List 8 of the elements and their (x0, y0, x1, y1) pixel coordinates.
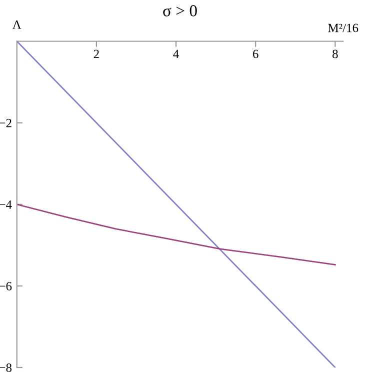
x-tick-label: 6 (253, 50, 258, 58)
chart-title: σ > 0 (163, 5, 197, 16)
x-tick-label: 4 (173, 50, 179, 58)
line-series (16, 204, 336, 266)
x-axis-title: M²/16 (328, 24, 358, 32)
x-tick-label: 8 (332, 50, 338, 58)
y-axis-title: Λ (12, 20, 22, 29)
x-tick-label: 2 (94, 50, 99, 58)
